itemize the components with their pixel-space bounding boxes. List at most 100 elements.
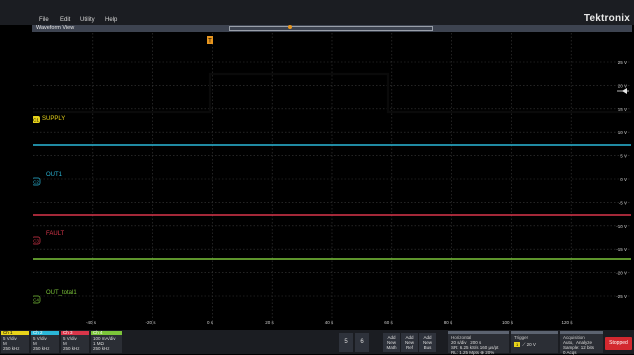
ch1-scale: 5 V/div	[3, 336, 17, 341]
ch4-badge-name: Ch 4	[93, 330, 103, 335]
menu-help[interactable]: Help	[105, 17, 118, 23]
ch1-label: SUPPLY	[42, 116, 65, 122]
y-tick-label: -20 V	[616, 271, 627, 276]
add-ref-line2: New	[404, 340, 414, 345]
y-tick-label: 5 V	[620, 154, 627, 159]
x-tick-label: -40 s	[86, 320, 97, 325]
x-tick-label: 0 s	[207, 320, 214, 325]
ch1-bandwidth: 250 kHz	[3, 346, 20, 351]
trigger-slope-icon: ⟋	[522, 342, 526, 347]
add-math-line1: Add	[387, 335, 396, 340]
trigger-panel[interactable]: Trigger 1 ⟋ 20 V	[511, 331, 558, 353]
trigger-time-marker-label: T	[208, 39, 212, 45]
ch1-label-group[interactable]: C1 SUPPLY	[33, 116, 65, 123]
ch3-coupling: M	[63, 341, 67, 346]
add-math-line2: New	[386, 340, 396, 345]
x-tick-label: 80 s	[444, 320, 453, 325]
y-tick-label: 10 V	[618, 130, 627, 135]
ch3-label: FAULT	[46, 231, 65, 237]
sample-rate: SR: 6.25 kS/s	[451, 345, 479, 350]
horizontal-scale: 20 s/div	[451, 340, 467, 345]
y-axis-labels: 25 V 20 V 15 V 10 V 5 V 0 V -5 V -10 V -15 V -20 …	[616, 60, 627, 299]
menu-bar: File Edit Utility Help Tektronix	[0, 0, 634, 25]
x-tick-label: 40 s	[325, 320, 334, 325]
ch2-settings-badge[interactable]: Ch 2 5 V/div M 250 kHz	[31, 330, 59, 353]
ch3-scale: 5 V/div	[63, 336, 77, 341]
trigger-level: 20 V	[526, 342, 536, 347]
acquisition-header: Acquisition	[563, 335, 585, 340]
x-axis-labels: -40 s -20 s 0 s 20 s 40 s 60 s 80 s 100 s 120 s	[86, 320, 573, 325]
time-per-point: 160 µs/pt	[479, 345, 499, 350]
add-bus-line3: Bus	[423, 345, 432, 350]
ch4-settings-badge[interactable]: Ch 4 100 mA/div 1 MΩ 250 kHz	[91, 330, 122, 353]
y-tick-label: 20 V	[618, 83, 627, 88]
x-tick-label: 120 s	[561, 320, 573, 325]
trigger-header: Trigger	[514, 335, 529, 340]
ch4-label-group[interactable]: C4 OUT_total1	[33, 290, 77, 304]
record-length-indicator	[229, 26, 433, 31]
ch2-coupling: M	[33, 341, 37, 346]
acq-sample: Sample: 12 bits	[563, 345, 595, 350]
ch1-settings-badge[interactable]: Ch 1 5 V/div M 250 kHz	[1, 330, 29, 353]
ch3-settings-badge[interactable]: Ch 3 5 V/div M 250 kHz	[61, 330, 89, 353]
trigger-position: ⊕ 20%	[480, 350, 495, 355]
ch3-badge-text: C3	[33, 239, 39, 244]
x-tick-label: 60 s	[384, 320, 393, 325]
y-tick-label: -25 V	[616, 294, 627, 299]
ch2-bandwidth: 250 kHz	[33, 346, 50, 351]
x-tick-label: 20 s	[265, 320, 274, 325]
y-tick-label: 25 V	[618, 60, 627, 65]
x-tick-label: -20 s	[145, 320, 156, 325]
add-new-math-button[interactable]: Add New Math	[383, 333, 400, 352]
y-tick-label: 15 V	[618, 107, 627, 112]
ch2-badge-text: C2	[33, 180, 39, 185]
acquisition-panel[interactable]: Acquisition Auto, Analyze Sample: 12 bit…	[560, 331, 603, 355]
channel-6-button[interactable]: 6	[355, 333, 369, 352]
y-tick-label: -10 V	[616, 224, 627, 229]
x-tick-label: 100 s	[502, 320, 514, 325]
acq-analyze: Analyze	[576, 340, 593, 345]
add-bus-line2: New	[422, 340, 432, 345]
ch1-badge-name: Ch 1	[3, 330, 13, 335]
menu-file[interactable]: File	[39, 17, 49, 23]
add-ref-line3: Ref	[405, 345, 413, 350]
run-stop-status[interactable]: Stopped	[605, 337, 632, 350]
control-bar: Ch 1 5 V/div M 250 kHz Ch 2 5 V/div M 25…	[0, 330, 634, 355]
ch3-label-group[interactable]: C3 FAULT	[33, 231, 65, 245]
ch4-bandwidth: 250 kHz	[93, 346, 110, 351]
menu-edit[interactable]: Edit	[60, 17, 71, 23]
horizontal-duration: 200 s	[470, 340, 482, 345]
ch4-scale: 100 mA/div	[93, 336, 116, 341]
ch2-label-group[interactable]: C2 OUT1	[33, 172, 63, 186]
y-tick-label: -15 V	[616, 247, 627, 252]
ch2-badge-name: Ch 2	[33, 330, 43, 335]
add-new-bus-button[interactable]: Add New Bus	[419, 333, 436, 352]
ch1-badge-text: C1	[33, 118, 39, 123]
y-tick-label: -5 V	[619, 200, 627, 205]
ch1-coupling: M	[3, 341, 7, 346]
acq-count: 0 Acqs	[563, 350, 577, 355]
ch4-badge-text: C4	[33, 298, 39, 303]
gridlines	[33, 33, 631, 325]
ch2-scale: 5 V/div	[33, 336, 47, 341]
add-new-ref-button[interactable]: Add New Ref	[401, 333, 418, 352]
ch3-bandwidth: 250 kHz	[63, 346, 80, 351]
record-length: RL: 1.25 Mpts	[451, 350, 480, 355]
ch4-label: OUT_total1	[46, 290, 77, 296]
channel-5-button[interactable]: 5	[339, 333, 353, 352]
horizontal-panel[interactable]: Horizontal 20 s/div 200 s SR: 6.25 kS/s …	[448, 331, 509, 355]
trigger-position-marker[interactable]	[288, 25, 292, 29]
add-bus-line1: Add	[423, 335, 432, 340]
add-ref-line1: Add	[405, 335, 414, 340]
ch2-label: OUT1	[46, 172, 63, 178]
menu-utility[interactable]: Utility	[80, 17, 95, 23]
waveform-graticule[interactable]: 25 V 20 V 15 V 10 V 5 V 0 V -5 V -10 V -15 V -20 …	[33, 33, 631, 325]
trigger-source: 1	[514, 342, 521, 347]
waveform-view-title: Waveform View	[36, 25, 75, 31]
ch4-termination: 1 MΩ	[93, 341, 104, 346]
ch3-badge-name: Ch 3	[63, 330, 73, 335]
trace-ch1-supply	[33, 72, 631, 114]
trigger-time-marker[interactable]	[207, 36, 213, 44]
brand-logo: Tektronix	[583, 13, 630, 24]
add-math-line3: Math	[386, 345, 397, 350]
